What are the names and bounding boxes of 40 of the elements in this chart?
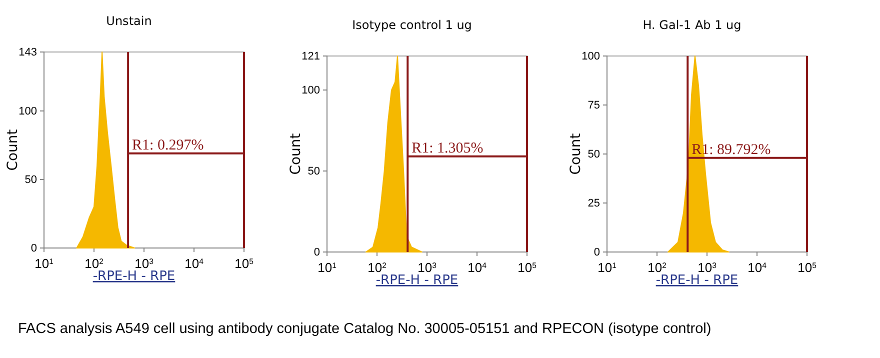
- x-tick-label: 10$^{4}$: [184, 256, 204, 271]
- y-tick-label: 100: [302, 84, 320, 97]
- x-tick-label: 10$^{2}$: [648, 260, 666, 275]
- y-tick-label: 0: [594, 246, 600, 259]
- y-tick-label: 50: [588, 148, 600, 161]
- x-tick-label: 10$^{5}$: [234, 256, 254, 271]
- x-axis-title: -RPE-H - RPE: [376, 273, 458, 288]
- x-axis-title: -RPE-H - RPE: [92, 269, 176, 284]
- annotation: R1: 1.305%: [412, 140, 484, 156]
- y-tick-label: 50: [308, 166, 320, 178]
- x-tick-label: 10$^{2}$: [84, 256, 104, 271]
- x-tick-label: 10$^{5}$: [798, 260, 818, 275]
- x-tick-label: 10$^{1}$: [318, 260, 336, 275]
- y-tick-label: 121: [302, 50, 320, 63]
- x-tick-label: 10$^{1}$: [598, 260, 616, 275]
- x-tick-label: 10$^{1}$: [34, 256, 54, 271]
- y-tick-label: 100: [18, 105, 37, 118]
- chart-title: H. Gal-1 Ab 1 ug: [642, 18, 742, 32]
- x-tick-label: 10$^{5}$: [518, 260, 538, 275]
- x-tick-label: 10$^{3}$: [418, 260, 436, 275]
- y-tick-label: 25: [588, 198, 600, 210]
- x-tick-label: 10$^{4}$: [748, 260, 768, 275]
- y-tick-label: 0: [314, 246, 320, 259]
- x-axis-title: -RPE-H - RPE: [656, 273, 738, 288]
- chart-title: Isotype control 1 ug: [352, 18, 472, 32]
- annotation: R1: 0.297%: [132, 137, 204, 154]
- x-tick-label: 10$^{4}$: [468, 260, 488, 275]
- y-tick-label: 143: [18, 46, 37, 59]
- y-axis-title: Count: [288, 132, 304, 175]
- x-tick-label: 10$^{3}$: [134, 256, 154, 271]
- y-tick-label: 100: [582, 50, 600, 63]
- y-tick-label: 50: [24, 174, 37, 186]
- y-tick-label: 75: [588, 100, 600, 112]
- x-tick-label: 10$^{3}$: [698, 260, 716, 275]
- chart-title: Unstain: [106, 14, 152, 28]
- y-axis-title: Count: [568, 132, 584, 175]
- y-tick-label: 0: [30, 242, 37, 255]
- x-tick-label: 10$^{2}$: [368, 260, 386, 275]
- text: FACS analysis A549 cell using antibody conjugate Catalog No. 30005-05151 and RPECON (isotype control): [18, 321, 712, 337]
- y-axis-title: Count: [5, 128, 21, 171]
